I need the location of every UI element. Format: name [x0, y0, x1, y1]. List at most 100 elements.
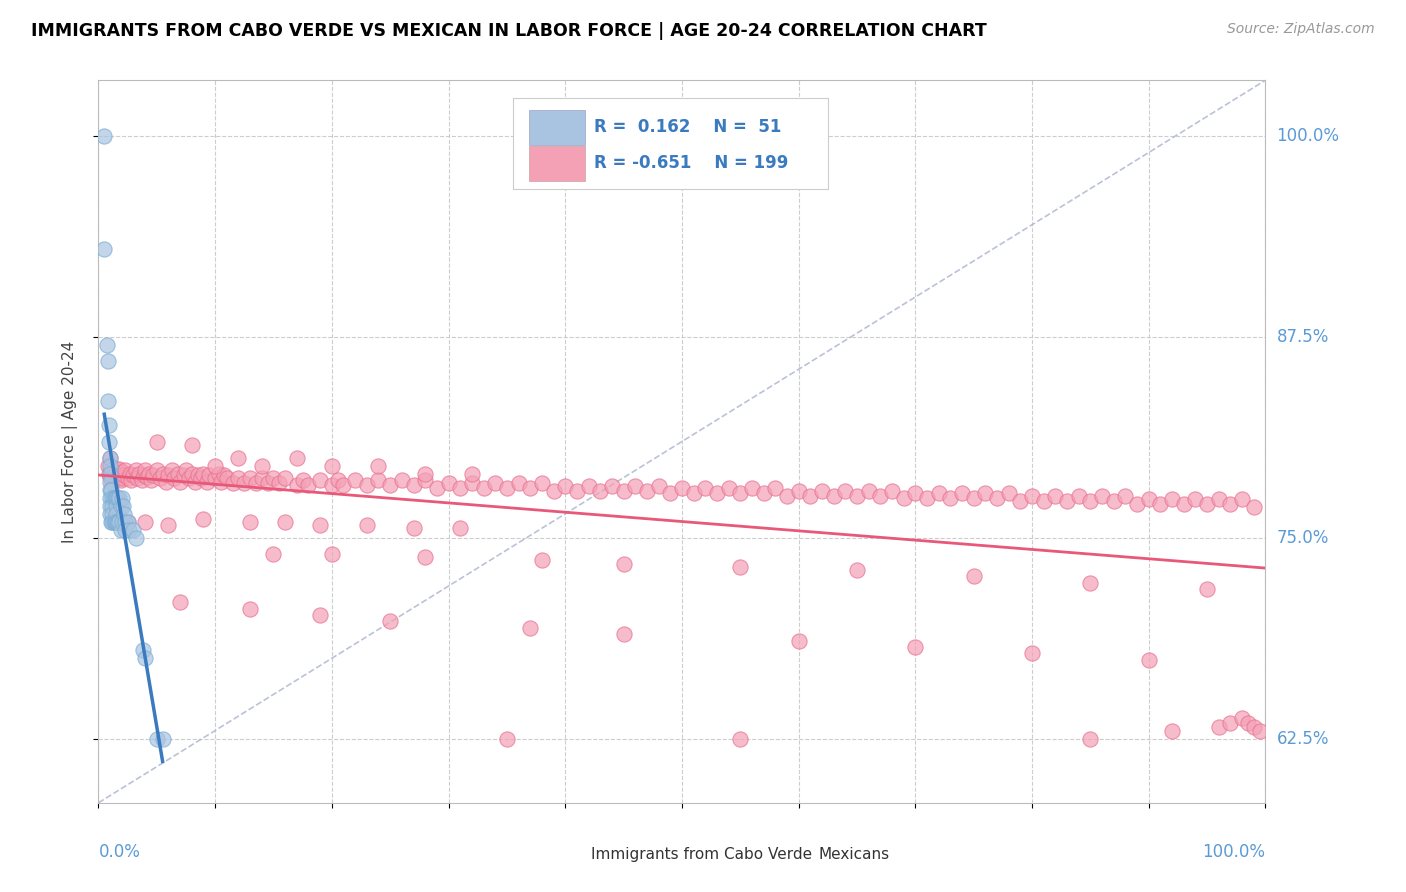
Point: [413, 467, 436, 481]
Point: [730, 559, 752, 574]
Point: [1219, 715, 1241, 730]
Point: [105, 515, 128, 529]
Point: [111, 491, 134, 505]
Point: [730, 486, 752, 500]
Point: [125, 471, 148, 485]
Point: [811, 484, 834, 499]
Point: [112, 507, 135, 521]
Point: [285, 450, 308, 465]
Point: [682, 486, 704, 500]
Point: [120, 473, 142, 487]
Point: [928, 486, 950, 500]
Point: [858, 484, 880, 499]
FancyBboxPatch shape: [554, 845, 588, 863]
Point: [613, 627, 636, 641]
Text: 100.0%: 100.0%: [1277, 128, 1340, 145]
Point: [309, 607, 332, 622]
Point: [706, 486, 728, 500]
Point: [1067, 489, 1090, 503]
Point: [741, 481, 763, 495]
Point: [138, 467, 160, 481]
Point: [880, 484, 903, 499]
Point: [104, 515, 127, 529]
Text: Source: ZipAtlas.com: Source: ZipAtlas.com: [1227, 22, 1375, 37]
Point: [108, 491, 131, 505]
Point: [122, 523, 145, 537]
Point: [239, 471, 262, 485]
Point: [717, 481, 740, 495]
Point: [291, 473, 314, 487]
Point: [413, 473, 436, 487]
Point: [157, 468, 180, 483]
Point: [184, 475, 207, 489]
Point: [134, 515, 156, 529]
Point: [565, 484, 588, 499]
Point: [613, 484, 636, 499]
Point: [904, 640, 927, 654]
Point: [1021, 647, 1043, 661]
Point: [128, 467, 150, 481]
Point: [98, 499, 121, 513]
Point: [107, 468, 129, 483]
Point: [98, 458, 121, 473]
Point: [332, 478, 354, 492]
Point: [111, 465, 134, 479]
Point: [730, 731, 752, 746]
Point: [1230, 492, 1253, 507]
Text: R = -0.651    N = 199: R = -0.651 N = 199: [595, 154, 789, 172]
Point: [274, 515, 297, 529]
Point: [180, 438, 202, 452]
Point: [1010, 494, 1032, 508]
Point: [787, 484, 810, 499]
Point: [950, 486, 973, 500]
Point: [1237, 715, 1260, 730]
Point: [101, 515, 124, 529]
Point: [519, 621, 541, 635]
Point: [1114, 489, 1136, 503]
Point: [111, 471, 134, 485]
Point: [215, 471, 238, 485]
Point: [752, 486, 775, 500]
Point: [101, 475, 124, 489]
Point: [309, 518, 332, 533]
Point: [426, 481, 449, 495]
Point: [437, 476, 460, 491]
Point: [321, 458, 343, 473]
Point: [1080, 494, 1102, 508]
Point: [111, 515, 134, 529]
Point: [250, 471, 273, 485]
Point: [543, 484, 565, 499]
Point: [101, 491, 124, 505]
Point: [600, 479, 623, 493]
Point: [107, 491, 129, 505]
Point: [195, 475, 218, 489]
Point: [97, 418, 120, 433]
Point: [787, 633, 810, 648]
Point: [869, 489, 891, 503]
Text: IMMIGRANTS FROM CABO VERDE VS MEXICAN IN LABOR FORCE | AGE 20-24 CORRELATION CHA: IMMIGRANTS FROM CABO VERDE VS MEXICAN IN…: [31, 22, 987, 40]
Point: [97, 394, 120, 409]
Point: [169, 475, 191, 489]
Point: [193, 511, 215, 525]
Point: [1102, 494, 1125, 508]
Point: [380, 478, 402, 492]
Point: [98, 491, 121, 505]
Point: [356, 518, 378, 533]
Point: [344, 473, 367, 487]
Point: [1173, 497, 1195, 511]
Point: [104, 470, 127, 484]
Point: [356, 478, 378, 492]
Point: [149, 471, 172, 485]
Point: [166, 467, 188, 481]
Point: [114, 463, 136, 477]
Point: [321, 547, 343, 561]
Point: [472, 481, 495, 495]
Point: [93, 129, 115, 144]
Point: [1137, 653, 1160, 667]
Point: [1021, 489, 1043, 503]
Point: [108, 515, 131, 529]
Point: [160, 463, 183, 477]
Point: [193, 467, 215, 481]
Text: 75.0%: 75.0%: [1277, 529, 1329, 547]
Point: [209, 475, 232, 489]
